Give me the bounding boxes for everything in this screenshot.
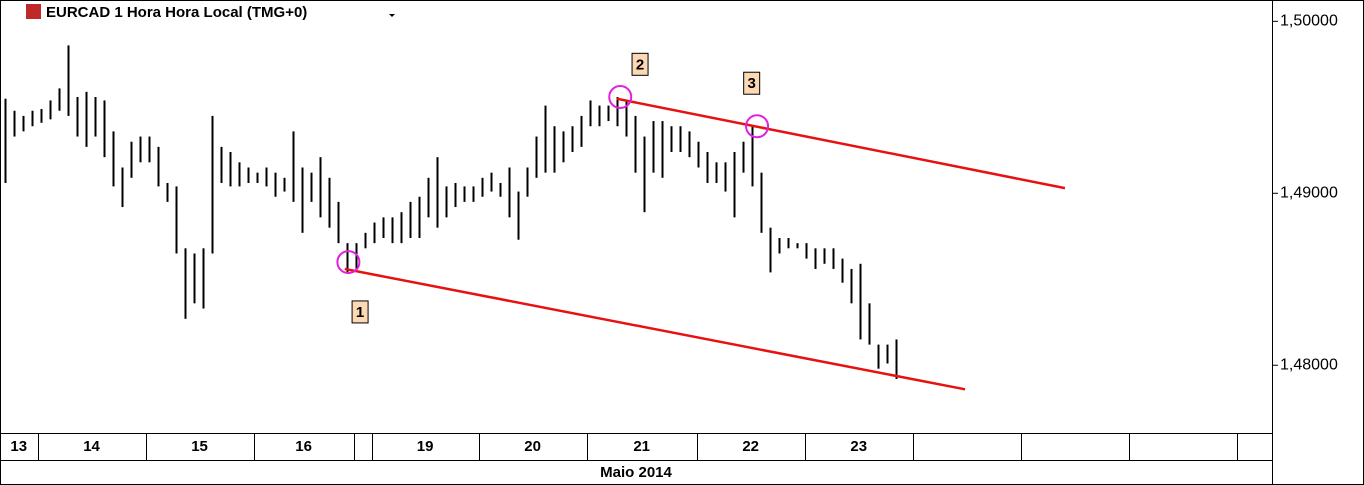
annotation-circle — [745, 114, 770, 139]
x-axis-label: Maio 2014 — [600, 464, 672, 481]
x-tick-label: 16 — [295, 438, 312, 455]
x-tick-label: 15 — [191, 438, 208, 455]
x-tick-label: 23 — [850, 438, 867, 455]
symbol-icon — [26, 4, 41, 19]
x-tick-label: 19 — [417, 438, 434, 455]
annotation-circle — [608, 84, 633, 109]
y-tick-label: 1,49000 — [1280, 185, 1338, 202]
annotation-label: 3 — [748, 75, 756, 92]
trendline — [616, 97, 1066, 190]
annotation-label: 2 — [636, 56, 644, 73]
title-dropdown[interactable] — [389, 14, 395, 17]
x-tick-label: 14 — [83, 438, 100, 455]
annotation-box — [743, 71, 761, 95]
x-tick-label: 22 — [742, 438, 759, 455]
x-tick-label: 21 — [633, 438, 650, 455]
annotation-box — [631, 52, 649, 76]
x-tick-label: 13 — [10, 438, 27, 455]
annotation-box — [351, 300, 369, 324]
trendline — [344, 267, 966, 391]
y-tick-label: 1,48000 — [1280, 356, 1338, 373]
annotation-circle — [336, 250, 361, 275]
y-tick-label: 1,50000 — [1280, 13, 1338, 30]
chart-title: EURCAD 1 Hora Hora Local (TMG+0) — [46, 4, 307, 21]
x-tick-label: 20 — [524, 438, 541, 455]
annotation-label: 1 — [356, 304, 364, 321]
